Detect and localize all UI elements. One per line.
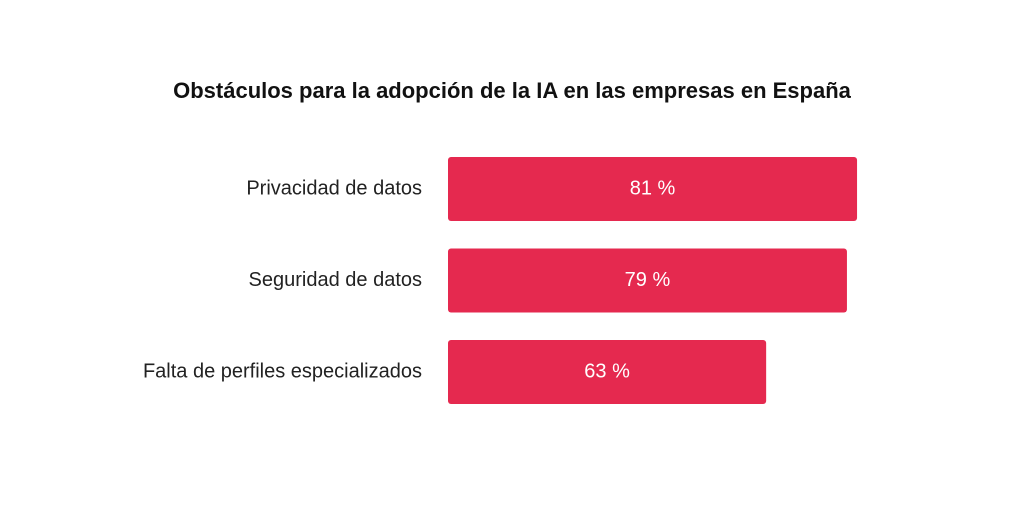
bar	[448, 248, 847, 313]
category-label: Privacidad de datos	[246, 177, 422, 199]
chart-title: Obstáculos para la adopción de la IA en …	[173, 78, 852, 103]
value-label: 63 %	[584, 360, 630, 382]
category-label: Seguridad de datos	[249, 269, 422, 291]
value-label: 81 %	[630, 177, 676, 199]
category-label: Falta de perfiles especializados	[143, 360, 422, 382]
bar	[448, 157, 858, 221]
value-label: 79 %	[625, 269, 671, 291]
bar	[448, 340, 767, 404]
